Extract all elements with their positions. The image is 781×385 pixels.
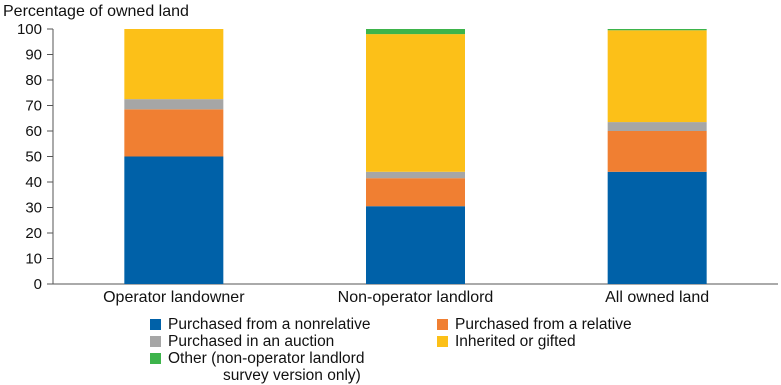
legend-label-nonrelative: Purchased from a nonrelative — [168, 316, 371, 333]
bar-segment-3-4 — [607, 30, 707, 123]
bar-segment-2-5 — [366, 29, 465, 35]
legend-swatch-nonrelative — [150, 319, 161, 330]
bar-segment-2-3 — [366, 171, 465, 179]
legend-swatch-relative — [437, 319, 448, 330]
x-tick-label: All owned land — [605, 289, 709, 306]
y-tick-label: 50 — [25, 149, 42, 166]
x-tick-label: Non-operator landlord — [338, 289, 494, 306]
y-tick-label: 80 — [25, 72, 42, 89]
y-tick-label: 40 — [25, 174, 42, 191]
legend-swatch-other — [150, 353, 161, 364]
x-tick-label: Operator landowner — [103, 289, 245, 306]
y-tick-label: 90 — [25, 47, 42, 64]
legend: Purchased from a nonrelative Purchased f… — [0, 312, 781, 385]
y-tick-label: 60 — [25, 123, 42, 140]
y-axis-title: Percentage of owned land — [3, 3, 189, 20]
bar-segment-2-1 — [366, 206, 465, 284]
y-tick-label: 30 — [25, 200, 42, 217]
legend-swatch-inherited — [437, 336, 448, 347]
chart-plot: 0 10 20 30 40 50 60 70 80 90 100 Operator landowner… — [17, 21, 778, 306]
bar-segment-3-5 — [607, 29, 707, 31]
bar-segment-3-3 — [607, 122, 707, 131]
y-tick-label: 70 — [25, 98, 42, 115]
bar-segment-2-4 — [366, 34, 465, 172]
bar-segment-2-2 — [366, 178, 465, 207]
legend-label-other: Other (non-operator landlord — [168, 350, 365, 367]
legend-label-relative: Purchased from a relative — [455, 316, 632, 333]
bar-segment-1-3 — [124, 99, 224, 110]
y-tick-label: 20 — [25, 225, 42, 242]
bar-segment-3-1 — [607, 171, 707, 284]
legend-item-auction: Purchased in an auction — [150, 333, 334, 350]
y-tick-label: 100 — [17, 21, 42, 38]
legend-item-relative: Purchased from a relative — [437, 316, 632, 333]
y-tick-label: 10 — [25, 251, 42, 268]
bar-segment-1-1 — [124, 156, 224, 284]
bar-segment-3-2 — [607, 131, 707, 172]
legend-label-inherited: Inherited or gifted — [455, 333, 576, 350]
legend-item-nonrelative: Purchased from a nonrelative — [150, 316, 370, 333]
bar-segment-1-4 — [124, 29, 224, 100]
bar-segment-1-2 — [124, 109, 224, 157]
legend-label-other-continued: survey version only) — [223, 367, 361, 384]
legend-item-other: Other (non-operator landlord — [150, 350, 364, 367]
legend-item-inherited: Inherited or gifted — [437, 333, 576, 350]
legend-swatch-auction — [150, 336, 161, 347]
legend-label-auction: Purchased in an auction — [168, 333, 335, 350]
y-tick-label: 0 — [34, 276, 42, 293]
